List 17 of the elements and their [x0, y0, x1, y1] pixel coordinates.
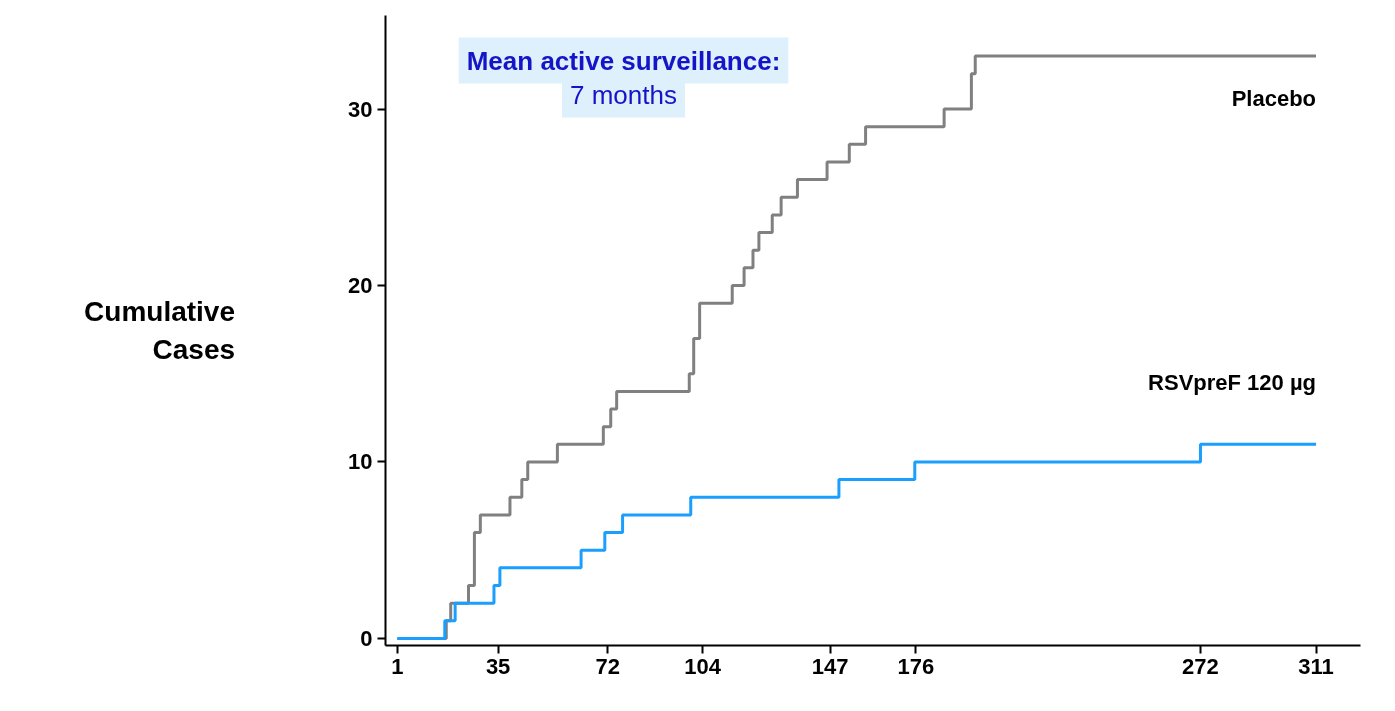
text: RSVpreF 120 µg	[1148, 370, 1317, 396]
x-tick-label: 176	[897, 653, 935, 679]
x-tick-label: 272	[1182, 653, 1219, 679]
annotation: Mean active surveillance:	[466, 45, 781, 76]
annotation: 7 months	[570, 79, 677, 110]
x-tick-label: 311	[1298, 653, 1334, 679]
y-tick-label: 0	[360, 625, 373, 651]
y-tick-label: 20	[348, 273, 373, 298]
x-tick-label: 104	[684, 653, 722, 679]
y-axis-title: Cumulative Cases	[84, 296, 236, 365]
x-tick-label: 147	[811, 653, 849, 679]
series-label: Placebo	[1231, 85, 1317, 111]
x-tick-label: 35	[485, 653, 511, 679]
y-tick-label: 10	[348, 449, 373, 475]
y-tick-label: 30	[348, 96, 373, 122]
x-tick-label: 1	[391, 653, 404, 679]
x-tick-label: 72	[595, 653, 621, 679]
